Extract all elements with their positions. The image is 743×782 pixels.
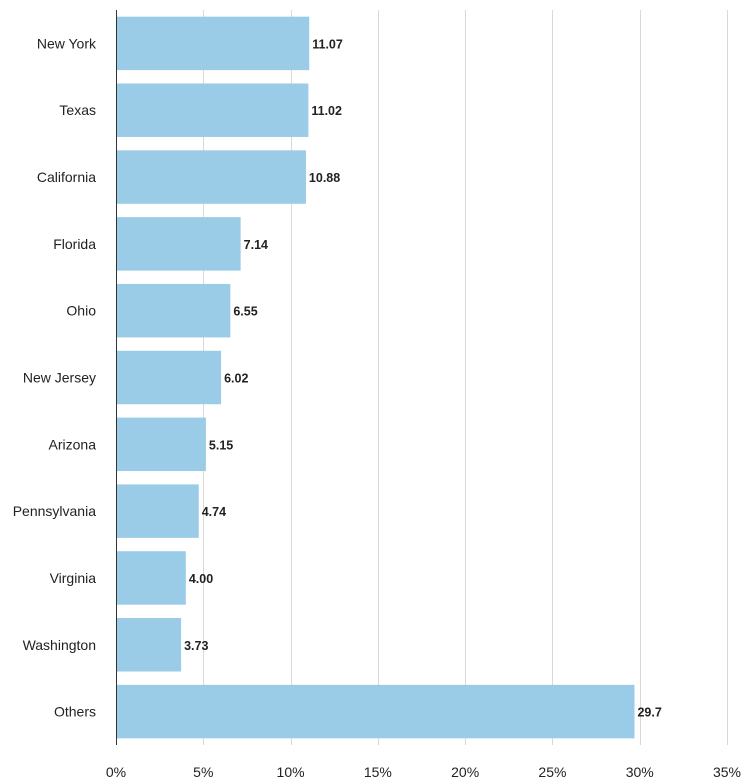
category-label: New Jersey: [23, 370, 96, 386]
category-label: Others: [54, 704, 96, 720]
category-label: California: [37, 169, 96, 185]
value-label: 4.00: [189, 572, 213, 586]
bar-california: [116, 150, 306, 204]
x-tick-label: 10%: [277, 764, 305, 780]
category-label: Florida: [53, 236, 96, 252]
bar-ohio: [116, 283, 231, 338]
x-tick-label: 25%: [538, 764, 566, 780]
value-label: 6.55: [233, 305, 257, 319]
bar-texas: [116, 83, 309, 137]
value-label: 10.88: [309, 171, 340, 185]
category-label: Washington: [23, 637, 96, 653]
bar-arizona: [116, 417, 206, 472]
bar-florida: [116, 217, 241, 271]
value-label: 11.07: [312, 37, 343, 51]
value-label: 6.02: [224, 372, 248, 386]
category-label: Texas: [59, 102, 96, 118]
x-tick-label: 5%: [193, 764, 213, 780]
x-tick-label: 35%: [713, 764, 741, 780]
labels: 0% 5% 10% 15% 20% 25% 30% 35% New York 11.07 Texas…: [13, 35, 741, 780]
x-tick-label: 20%: [451, 764, 479, 780]
bar-virginia: [116, 551, 186, 605]
bar-washington: [116, 618, 182, 672]
x-tick-label: 30%: [626, 764, 654, 780]
bars: [116, 16, 635, 739]
x-tick-label: 0%: [106, 764, 126, 780]
bar-new-york: [116, 16, 310, 71]
value-label: 4.74: [202, 505, 226, 519]
category-label: Virginia: [50, 570, 97, 586]
value-label: 11.02: [311, 104, 342, 118]
category-label: Ohio: [66, 303, 96, 319]
x-tick-label: 15%: [364, 764, 392, 780]
bar-new-jersey: [116, 350, 222, 405]
value-label: 29.7: [637, 706, 661, 720]
value-label: 5.15: [209, 438, 233, 452]
category-label: Arizona: [49, 436, 97, 452]
bar-pennsylvania: [116, 484, 199, 538]
bar-others: [116, 684, 635, 739]
category-label: Pennsylvania: [13, 503, 96, 519]
value-label: 7.14: [244, 238, 268, 252]
category-label: New York: [37, 35, 97, 51]
value-label: 3.73: [184, 639, 208, 653]
